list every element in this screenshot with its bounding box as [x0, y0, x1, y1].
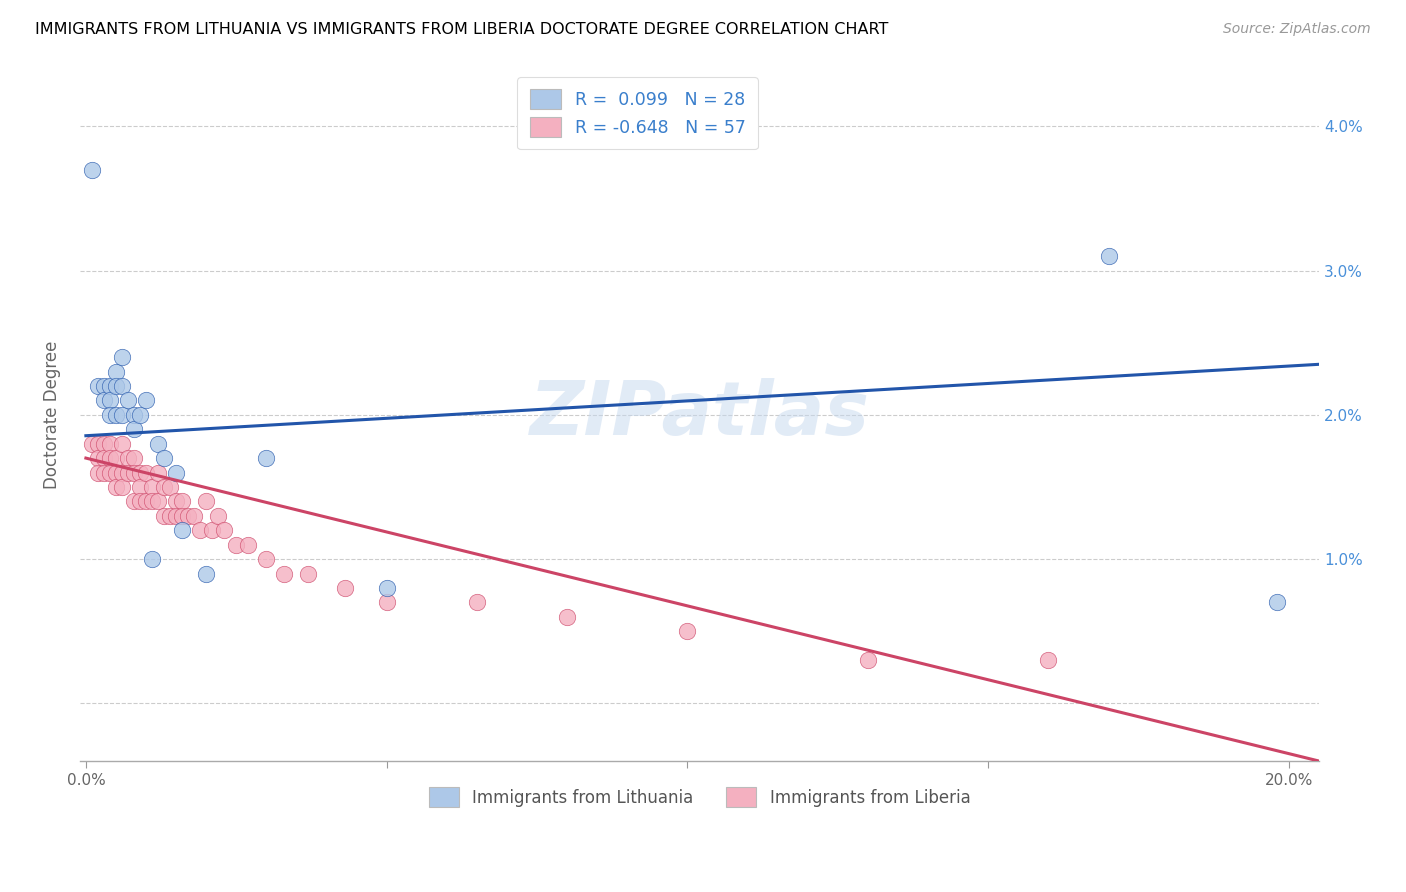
Point — [188, 523, 211, 537]
Point — [195, 494, 218, 508]
Point — [1097, 249, 1119, 263]
Point — [375, 581, 398, 595]
Point — [122, 466, 145, 480]
Point — [98, 466, 121, 480]
Point — [141, 494, 163, 508]
Point — [111, 408, 134, 422]
Point — [117, 451, 139, 466]
Point — [93, 393, 115, 408]
Point — [159, 480, 181, 494]
Point — [165, 494, 187, 508]
Point — [856, 653, 879, 667]
Point — [111, 466, 134, 480]
Point — [80, 162, 103, 177]
Point — [98, 379, 121, 393]
Point — [555, 609, 578, 624]
Point — [146, 436, 169, 450]
Point — [141, 552, 163, 566]
Point — [207, 508, 229, 523]
Point — [104, 364, 127, 378]
Point — [165, 508, 187, 523]
Point — [104, 408, 127, 422]
Point — [111, 480, 134, 494]
Point — [80, 436, 103, 450]
Point — [93, 436, 115, 450]
Point — [1038, 653, 1060, 667]
Point — [273, 566, 295, 581]
Point — [465, 595, 488, 609]
Point — [122, 451, 145, 466]
Point — [104, 480, 127, 494]
Point — [111, 350, 134, 364]
Point — [153, 451, 176, 466]
Point — [254, 451, 277, 466]
Point — [146, 466, 169, 480]
Point — [129, 408, 152, 422]
Point — [254, 552, 277, 566]
Point — [122, 408, 145, 422]
Point — [195, 566, 218, 581]
Point — [129, 494, 152, 508]
Point — [225, 538, 247, 552]
Point — [333, 581, 356, 595]
Point — [98, 408, 121, 422]
Point — [104, 451, 127, 466]
Point — [117, 466, 139, 480]
Point — [98, 393, 121, 408]
Point — [87, 436, 110, 450]
Point — [104, 379, 127, 393]
Point — [238, 538, 260, 552]
Point — [135, 466, 157, 480]
Point — [93, 451, 115, 466]
Point — [111, 436, 134, 450]
Point — [172, 508, 194, 523]
Point — [177, 508, 200, 523]
Point — [104, 466, 127, 480]
Point — [1265, 595, 1288, 609]
Point — [141, 480, 163, 494]
Point — [172, 523, 194, 537]
Point — [135, 393, 157, 408]
Point — [165, 466, 187, 480]
Point — [297, 566, 319, 581]
Point — [201, 523, 224, 537]
Y-axis label: Doctorate Degree: Doctorate Degree — [44, 341, 60, 489]
Point — [183, 508, 205, 523]
Point — [146, 494, 169, 508]
Point — [87, 466, 110, 480]
Point — [135, 494, 157, 508]
Text: Source: ZipAtlas.com: Source: ZipAtlas.com — [1223, 22, 1371, 37]
Text: ZIPatlas: ZIPatlas — [530, 378, 869, 451]
Point — [87, 379, 110, 393]
Point — [122, 494, 145, 508]
Point — [676, 624, 699, 639]
Point — [172, 494, 194, 508]
Point — [98, 451, 121, 466]
Point — [375, 595, 398, 609]
Text: IMMIGRANTS FROM LITHUANIA VS IMMIGRANTS FROM LIBERIA DOCTORATE DEGREE CORRELATIO: IMMIGRANTS FROM LITHUANIA VS IMMIGRANTS … — [35, 22, 889, 37]
Point — [111, 379, 134, 393]
Point — [98, 436, 121, 450]
Point — [93, 379, 115, 393]
Point — [122, 422, 145, 436]
Point — [87, 451, 110, 466]
Point — [159, 508, 181, 523]
Point — [153, 508, 176, 523]
Point — [153, 480, 176, 494]
Point — [93, 466, 115, 480]
Point — [129, 466, 152, 480]
Legend: Immigrants from Lithuania, Immigrants from Liberia: Immigrants from Lithuania, Immigrants fr… — [420, 779, 979, 815]
Point — [117, 393, 139, 408]
Point — [212, 523, 235, 537]
Point — [129, 480, 152, 494]
